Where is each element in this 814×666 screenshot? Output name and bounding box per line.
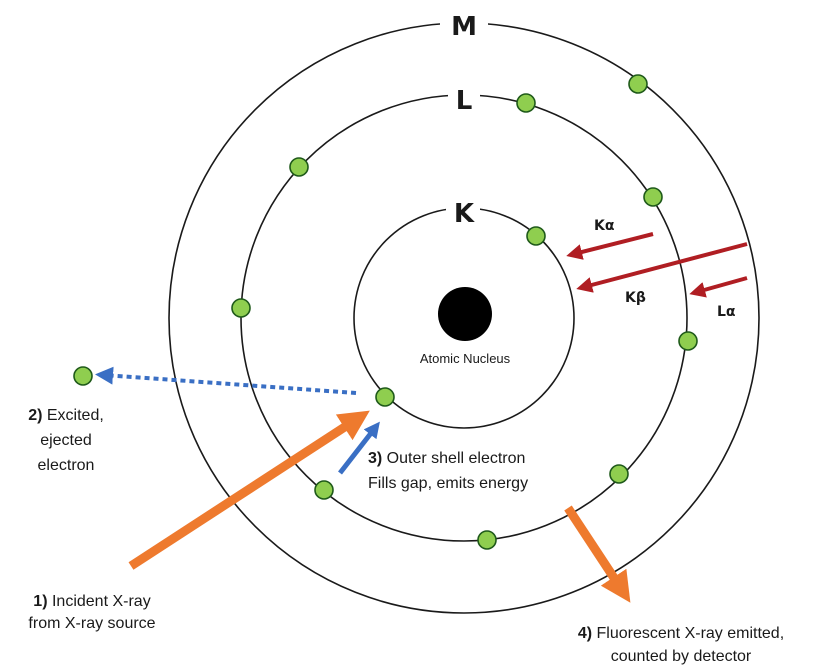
electron-l-1 [516,93,536,113]
annotation-outer-fill-line2: Fills gap, emits energy [368,475,528,492]
electron-k-2 [375,387,395,407]
k-beta-label: Kβ [625,290,646,306]
electron-l-8 [477,530,497,550]
annotation-fluorescent-line1: Fluorescent X-ray emitted, [592,625,784,642]
svg-text:3) Outer shell electron: 3) Outer shell electron [368,450,525,467]
shell-k-label-bg [446,195,480,227]
svg-text:2) Excited,: 2) Excited, [28,407,104,424]
annotation-incident: 1) Incident X-ray from X-ray source [28,593,155,632]
annotation-ejected-num: 2) [28,407,42,424]
electron-m-1 [628,74,648,94]
svg-text:4) Fluorescent X-ray emitted,: 4) Fluorescent X-ray emitted, [578,625,784,642]
annotation-incident-num: 1) [33,593,47,610]
ejected-electron [73,366,93,386]
electron-l-3 [643,187,663,207]
annotation-ejected: 2) Excited, ejected electron [28,407,104,474]
annotation-outer-fill-num: 3) [368,450,382,467]
annotation-incident-line2: from X-ray source [28,615,155,632]
shell-m-label-bg [440,8,488,42]
svg-text:1) Incident X-ray: 1) Incident X-ray [33,593,150,610]
incident-xray-arrow [128,410,370,570]
electron-l-7 [314,480,334,500]
fluorescent-xray-arrow [564,505,631,603]
annotation-ejected-line2: ejected [40,432,92,449]
electron-l-4 [231,298,251,318]
annotation-incident-line1: Incident X-ray [48,593,151,610]
k-alpha-label: Kα [594,218,615,234]
atomic-nucleus [438,287,492,341]
l-alpha-label: Lα [717,304,736,320]
annotation-fluorescent-num: 4) [578,625,592,642]
shell-l-label-bg [448,82,480,114]
annotation-outer-fill: 3) Outer shell electron Fills gap, emits… [368,450,528,492]
k-beta-arrow [576,242,748,293]
shell-l-label: L [456,86,473,116]
electron-l-6 [609,464,629,484]
shell-m-label: M [451,12,477,42]
annotation-outer-fill-line1: Outer shell electron [382,450,525,467]
fill-gap-arrow [338,421,380,475]
electron-k-1 [526,226,546,246]
shell-k-label: K [454,199,475,229]
annotation-fluorescent-line2: counted by detector [611,648,752,665]
annotation-ejected-line1: Excited, [42,407,103,424]
l-alpha-arrow [689,276,748,298]
nucleus-label: Atomic Nucleus [420,351,511,366]
ejection-arrow [95,366,357,395]
electron-l-5 [678,331,698,351]
k-alpha-arrow [566,232,654,260]
annotation-fluorescent: 4) Fluorescent X-ray emitted, counted by… [578,625,784,665]
electron-l-2 [289,157,309,177]
annotation-ejected-line3: electron [38,457,95,474]
